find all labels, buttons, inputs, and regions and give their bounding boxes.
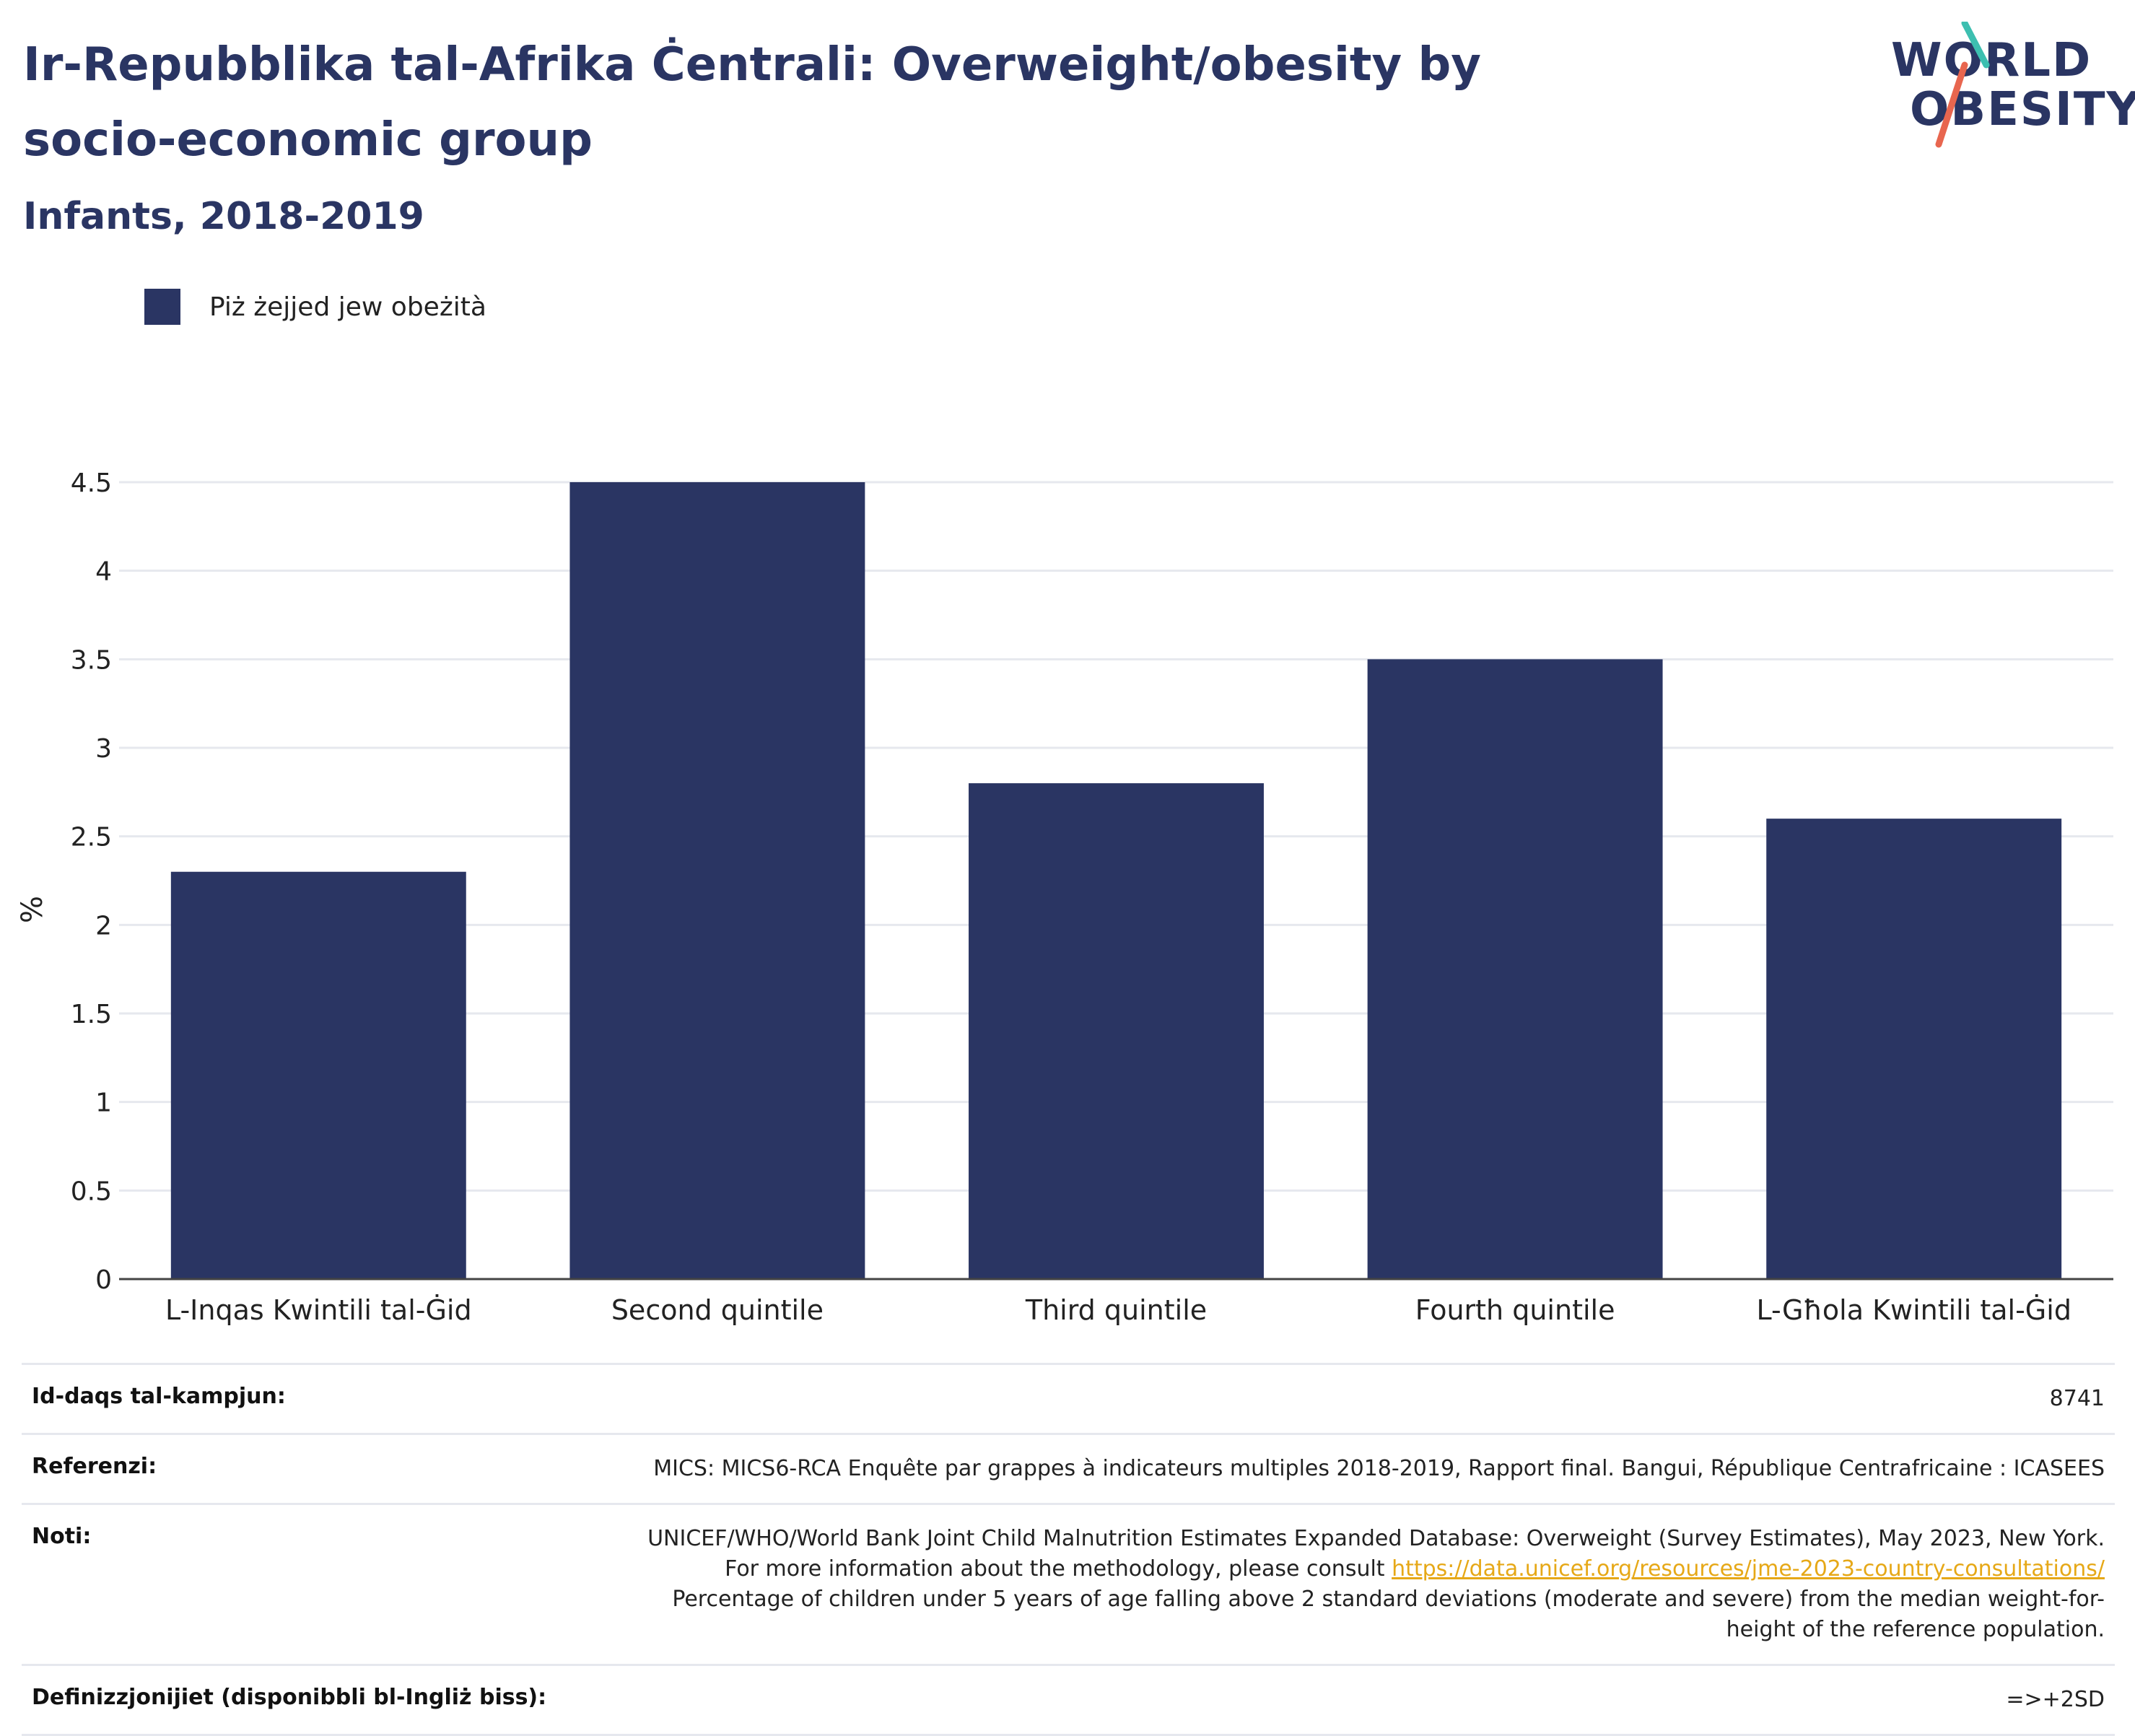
chart-title: Ir-Repubblika tal-Afrika Ċentrali: Overw… xyxy=(23,38,1481,167)
y-tick-label: 2 xyxy=(95,911,112,941)
meta-row-sample: Id-daqs tal-kampjun: 8741 xyxy=(22,1363,2115,1433)
y-tick-label: 2.5 xyxy=(71,823,112,852)
meta-row-references: Referenzi: MICS: MICS6-RCA Enquête par g… xyxy=(22,1433,2115,1503)
y-tick-label: 3 xyxy=(95,734,112,764)
logo-slash-icon xyxy=(1935,22,1990,148)
x-tick-label: Second quintile xyxy=(611,1294,824,1326)
y-tick-label: 3.5 xyxy=(71,645,112,675)
y-tick-label: 0.5 xyxy=(71,1177,112,1206)
metadata-table: Id-daqs tal-kampjun: 8741 Referenzi: MIC… xyxy=(22,1363,2115,1736)
x-tick-label: Fourth quintile xyxy=(1415,1294,1615,1326)
x-tick-label: Third quintile xyxy=(1025,1294,1207,1326)
chart-subtitle: Infants, 2018-2019 xyxy=(23,195,424,238)
y-tick-label: 4 xyxy=(95,557,112,587)
bar-chart: 0 0.5 1 1.5 2 2.5 3 3.5 4 4.5 L-Inqas Kwintili tal… xyxy=(16,468,2113,1326)
definitions-value: =>+2SD xyxy=(2006,1687,2105,1712)
references-label: Referenzi: xyxy=(32,1454,157,1479)
meta-row-notes: Noti: UNICEF/WHO/World Bank Joint Child … xyxy=(22,1503,2115,1664)
notes-label: Noti: xyxy=(32,1524,92,1549)
notes-value: UNICEF/WHO/World Bank Joint Child Malnut… xyxy=(625,1524,2105,1645)
definitions-label: Definizzjonijiet (disponibbli bl-Ingliż … xyxy=(32,1685,547,1710)
legend: Piż żejjed jew obeżità xyxy=(144,289,486,325)
meta-row-definitions: Definizzjonijiet (disponibbli bl-Ingliż … xyxy=(22,1664,2115,1736)
sample-size-label: Id-daqs tal-kampjun: xyxy=(32,1384,286,1409)
bar xyxy=(969,783,1264,1279)
notes-definition-text: Percentage of children under 5 years of … xyxy=(672,1587,2105,1642)
bar xyxy=(1766,819,2062,1279)
y-tick-label: 4.5 xyxy=(71,468,112,498)
legend-label: Piż żejjed jew obeżità xyxy=(209,292,486,322)
y-tick-label: 1 xyxy=(95,1089,112,1118)
axis-layer: 0 0.5 1 1.5 2 2.5 3 3.5 4 4.5 L-Inqas Kwintili tal… xyxy=(16,468,2113,1326)
bar xyxy=(569,482,865,1279)
bar xyxy=(1367,659,1663,1279)
sample-size-value: 8741 xyxy=(2049,1386,2105,1411)
notes-text: UNICEF/WHO/World Bank Joint Child Malnut… xyxy=(647,1526,2105,1582)
bar-layer xyxy=(170,482,2062,1279)
y-axis-label: % xyxy=(16,896,49,923)
x-tick-label: L-Għola Kwintili tal-Ġid xyxy=(1756,1294,2071,1326)
references-value: MICS: MICS6-RCA Enquête par grappes à in… xyxy=(653,1456,2105,1481)
legend-swatch xyxy=(144,289,180,325)
world-obesity-logo: WORLD OBESITY xyxy=(1884,22,2135,152)
y-tick-label: 0 xyxy=(95,1265,112,1295)
x-tick-label: L-Inqas Kwintili tal-Ġid xyxy=(165,1294,472,1326)
logo-line1: WORLD xyxy=(1891,34,2092,87)
bar xyxy=(170,871,466,1279)
y-tick-label: 1.5 xyxy=(71,1000,112,1029)
methodology-link[interactable]: https://data.unicef.org/resources/jme-20… xyxy=(1392,1556,2105,1582)
